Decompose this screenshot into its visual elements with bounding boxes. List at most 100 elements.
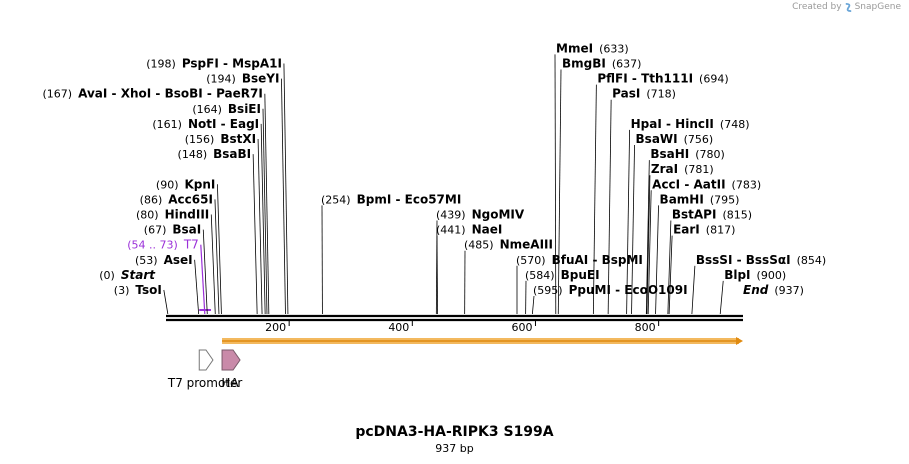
enzyme-name[interactable]: BlpI <box>724 268 750 282</box>
site-label-start: (0) Start <box>99 268 156 282</box>
site-label-hindiii: (80) HindIII <box>136 208 209 222</box>
site-position: (584) <box>525 269 555 282</box>
leader-line-zrai <box>646 175 651 315</box>
enzyme-name[interactable]: MspA1I <box>232 57 282 71</box>
ha-feature-label: HA <box>221 376 239 390</box>
site-position: (0) <box>99 269 115 282</box>
enzyme-name[interactable]: TsoI <box>135 283 161 297</box>
leader-line-bsabi <box>252 154 258 315</box>
enzyme-name[interactable]: BspMI <box>602 253 643 267</box>
site-label-pspfi: (198) PspFI - MspA1I <box>146 57 282 71</box>
site-labels: (3) TsoI(0) Start(53) AseI(54 .. 73) T7(… <box>43 41 827 297</box>
enzyme-name[interactable]: BstXI <box>220 132 256 146</box>
enzyme-name[interactable]: AvaI <box>78 87 107 101</box>
enzyme-name[interactable]: PasI <box>612 87 640 101</box>
credit-brand: SnapGene <box>854 2 901 12</box>
enzyme-name[interactable]: PaeR7I <box>216 87 263 101</box>
enzyme-name[interactable]: EcoO109I <box>624 283 687 297</box>
enzyme-name[interactable]: NgoMIV <box>472 208 525 222</box>
leader-line-mmei <box>554 54 557 315</box>
site-label-acc65i: (86) Acc65I <box>140 192 213 206</box>
enzyme-name[interactable]: BsaWI <box>636 132 678 146</box>
leader-line-tsoi <box>163 289 169 315</box>
enzyme-name[interactable]: BamHI <box>660 192 704 206</box>
enzyme-name[interactable]: EagI <box>230 117 259 131</box>
site-label-bstapi: BstAPI (815) <box>672 208 752 222</box>
enzyme-name[interactable]: HincII <box>675 117 714 131</box>
enzyme-name[interactable]: NaeI <box>472 223 503 237</box>
enzyme-name[interactable]: Eco57MI <box>405 192 462 206</box>
enzyme-name[interactable]: BpmI <box>357 192 392 206</box>
leader-line-bamhi <box>655 205 659 315</box>
site-label-tsoi: (3) TsoI <box>114 283 162 297</box>
site-position: (937) <box>774 284 804 297</box>
snapgene-credit: Created by SnapGene <box>792 2 901 12</box>
enzyme-name[interactable]: BsiEI <box>228 102 261 116</box>
enzyme-name[interactable]: AccI <box>652 177 680 191</box>
orf-track <box>222 337 743 345</box>
leader-line-avaigroup <box>264 93 270 315</box>
enzyme-name[interactable]: BssSαI <box>746 253 791 267</box>
enzyme-name[interactable]: PpuMI <box>569 283 611 297</box>
enzyme-name[interactable]: BsoBI <box>165 87 203 101</box>
site-label-bsahi: BsaHI (780) <box>650 147 725 161</box>
leader-line-bstapi <box>667 220 672 315</box>
site-label-bsai: (67) BsaI <box>144 223 201 237</box>
enzyme-name[interactable]: EarI <box>673 223 700 237</box>
leader-line-bsawi <box>631 144 635 315</box>
enzyme-name[interactable]: Tth111I <box>641 72 693 86</box>
enzyme-name[interactable]: BsaBI <box>213 147 251 161</box>
site-label-nmeaiii: (485) NmeAIII <box>464 238 553 252</box>
site-label-bsawi: BsaWI (756) <box>636 132 714 146</box>
site-label-hpai: HpaI - HincII (748) <box>631 117 750 131</box>
enzyme-name[interactable]: PflFI <box>597 72 627 86</box>
site-position: (694) <box>699 73 729 86</box>
enzyme-name[interactable]: AatII <box>693 177 725 191</box>
site-label-pasi: PasI (718) <box>612 87 676 101</box>
enzyme-name[interactable]: BseYI <box>242 72 280 86</box>
site-label-bfuai: (570) BfuAI - BspMI <box>516 253 643 267</box>
enzyme-name[interactable]: XhoI <box>121 87 152 101</box>
enzyme-name[interactable]: NmeAIII <box>500 238 553 252</box>
site-position: (756) <box>684 133 714 146</box>
site-label-pflfi: PflFI - Tth111I (694) <box>597 72 728 86</box>
enzyme-name[interactable]: Start <box>121 268 156 282</box>
bp-ruler: 200 400 600 800 <box>265 320 660 334</box>
enzyme-name[interactable]: T7 <box>183 238 199 252</box>
enzyme-name[interactable]: HindIII <box>165 208 210 222</box>
enzyme-name[interactable]: End <box>743 283 769 297</box>
enzyme-name[interactable]: HpaI <box>631 117 662 131</box>
ruler-tick-label: 600 <box>511 321 532 334</box>
site-label-mmei: MmeI (633) <box>556 41 629 55</box>
site-label-bsiei: (164) BsiEI <box>192 102 261 116</box>
leader-line-naei <box>436 235 438 315</box>
site-label-asei: (53) AseI <box>135 253 193 267</box>
enzyme-name[interactable]: BssSI <box>696 253 733 267</box>
leader-line-hpai <box>626 129 631 315</box>
enzyme-name[interactable]: BmgBI <box>562 57 606 71</box>
leader-line-bsahi <box>645 160 650 315</box>
site-position: (633) <box>599 42 629 55</box>
enzyme-name[interactable]: BsaI <box>172 223 201 237</box>
enzyme-name[interactable]: AseI <box>164 253 193 267</box>
enzyme-name[interactable]: ZraI <box>651 162 678 176</box>
site-label-notieagi: (161) NotI - EagI <box>152 117 259 131</box>
site-position: (817) <box>706 224 736 237</box>
enzyme-name[interactable]: BsaHI <box>650 147 689 161</box>
site-leader-lines <box>163 54 724 315</box>
enzyme-name[interactable]: MmeI <box>556 41 593 55</box>
leader-line-notieagi <box>260 123 266 315</box>
leader-line-eari <box>668 235 673 315</box>
leader-line-kpni <box>217 184 222 315</box>
enzyme-name[interactable]: BpuEI <box>561 268 600 282</box>
enzyme-name[interactable]: Acc65I <box>168 192 213 206</box>
enzyme-name[interactable]: NotI <box>188 117 217 131</box>
site-position: (167) <box>43 88 73 101</box>
plasmid-name: pcDNA3-HA-RIPK3 S199A <box>355 424 554 440</box>
leader-line-bmgbi <box>557 69 562 315</box>
enzyme-name[interactable]: BstAPI <box>672 208 717 222</box>
enzyme-name[interactable]: PspFI <box>182 57 219 71</box>
enzyme-name[interactable]: BfuAI <box>552 253 589 267</box>
enzyme-name[interactable]: KpnI <box>185 177 216 191</box>
